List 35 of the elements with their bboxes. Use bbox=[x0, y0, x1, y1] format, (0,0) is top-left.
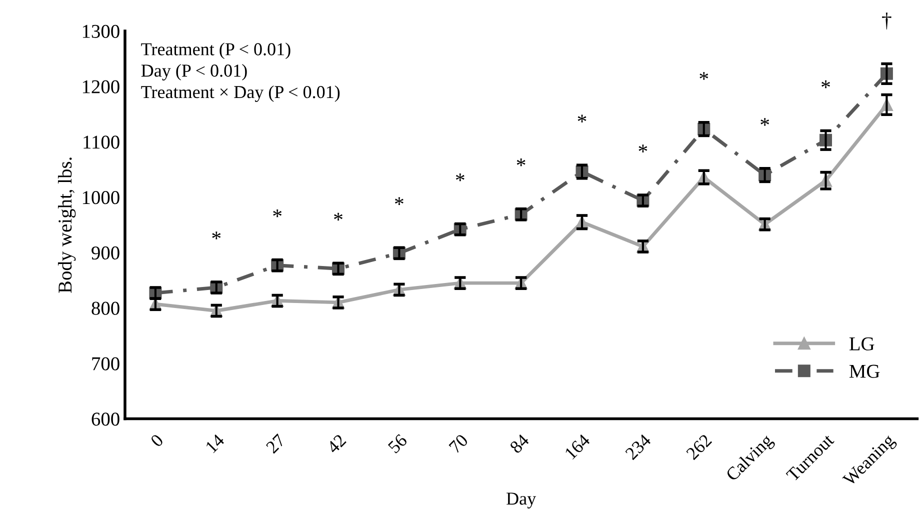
y-tick-label: 800 bbox=[92, 302, 120, 315]
y-tick-label: 1300 bbox=[82, 24, 120, 38]
x-tick-label: 14 bbox=[205, 433, 226, 454]
annotation: * bbox=[578, 114, 586, 122]
y-tick-label: 1100 bbox=[84, 136, 120, 149]
x-tick-label: 234 bbox=[624, 433, 652, 460]
annotation: * bbox=[212, 232, 221, 240]
x-tick-label: 56 bbox=[388, 433, 408, 454]
x-tick-label: 42 bbox=[326, 434, 346, 454]
annotation: * bbox=[395, 197, 404, 205]
y-axis-title: Body weight, lbs. bbox=[58, 158, 76, 293]
x-tick-label: 27 bbox=[266, 433, 286, 454]
x-tick-label: 70 bbox=[448, 434, 469, 454]
annotation: * bbox=[638, 144, 648, 152]
annotation: * bbox=[273, 209, 282, 218]
annotation: * bbox=[516, 158, 526, 166]
annotation: * bbox=[700, 72, 708, 80]
y-tick-label: 600 bbox=[92, 412, 120, 426]
legend-label: LG bbox=[849, 337, 874, 350]
x-tick-label: 84 bbox=[509, 433, 530, 454]
legend-label: MG bbox=[849, 364, 880, 378]
x-tick-label: 262 bbox=[686, 434, 712, 460]
annotation: * bbox=[334, 212, 342, 220]
y-tick-label: 700 bbox=[92, 357, 120, 370]
text: † bbox=[882, 12, 892, 30]
annotation: * bbox=[760, 118, 770, 126]
y-tick-label: 900 bbox=[92, 246, 120, 260]
annotation: * bbox=[822, 80, 830, 88]
annotation: Treatment (P < 0.01) Day (P < 0.01) Treatment × Day (P < 0.01) bbox=[141, 42, 340, 102]
annotation: * bbox=[456, 173, 464, 182]
y-tick-label: 1000 bbox=[82, 191, 120, 204]
y-tick-label: 1200 bbox=[82, 80, 120, 94]
x-tick-label: 164 bbox=[564, 433, 591, 460]
x-tick-label: 0 bbox=[150, 434, 164, 448]
x-axis-title: Day bbox=[506, 492, 536, 508]
